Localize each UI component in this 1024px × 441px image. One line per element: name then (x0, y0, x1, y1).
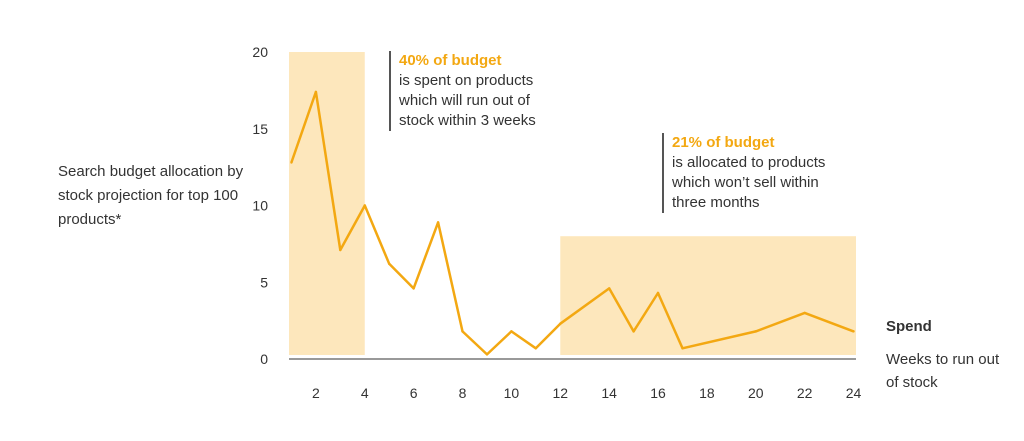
data-point (461, 330, 464, 333)
spend-series (290, 90, 855, 356)
data-point (534, 347, 538, 350)
data-point (485, 353, 489, 356)
data-point (314, 90, 318, 94)
data-point (803, 311, 806, 315)
x-tick-label: 20 (748, 385, 764, 401)
y-tick-label: 20 (252, 44, 268, 60)
annotation-long-term-text: is allocated to products which won’t sel… (672, 154, 826, 211)
highlight-regions (289, 52, 856, 355)
x-tick-label: 10 (504, 385, 520, 401)
y-tick-label: 0 (260, 351, 268, 367)
y-axis-ticks: 0 5 10 15 20 (252, 44, 268, 367)
x-tick-label: 22 (797, 385, 813, 401)
data-point (632, 330, 635, 333)
x-axis-label: Weeks to run out of stock (886, 351, 1000, 391)
x-tick-label: 16 (650, 385, 666, 401)
x-axis-ticks: 2 4 6 8 10 12 14 16 18 20 22 24 (312, 385, 862, 401)
x-tick-label: 6 (410, 385, 418, 401)
data-point (656, 291, 660, 295)
highlight-region-1 (289, 52, 365, 355)
data-point (339, 248, 342, 252)
data-point (559, 322, 562, 325)
annotation-long-term-highlight: 21% of budget (672, 134, 775, 151)
annotation-short-term-highlight: 40% of budget (399, 52, 502, 69)
data-point (290, 161, 293, 164)
annotation-short-term-text: is spent on products which will run out … (399, 72, 536, 129)
annotation-long-term: 21% of budget is allocated to products w… (662, 133, 825, 213)
y-tick-label: 15 (252, 121, 268, 137)
x-tick-label: 24 (846, 385, 862, 401)
data-point (754, 330, 757, 333)
data-point (436, 221, 440, 224)
data-point (388, 262, 391, 266)
y-tick-label: 5 (260, 274, 268, 290)
data-point (681, 347, 684, 350)
x-tick-label: 8 (459, 385, 467, 401)
x-tick-label: 2 (312, 385, 320, 401)
x-tick-label: 14 (601, 385, 617, 401)
x-tick-label: 12 (552, 385, 568, 401)
series-label: Spend (886, 318, 932, 335)
y-axis-label: Search budget allocation by stock projec… (58, 163, 244, 228)
data-point (852, 330, 855, 333)
x-tick-label: 18 (699, 385, 715, 401)
x-tick-label: 4 (361, 385, 369, 401)
y-tick-label: 10 (252, 198, 268, 214)
data-point (510, 330, 513, 333)
data-point (363, 204, 366, 207)
highlight-region-2 (560, 236, 856, 355)
data-point (412, 287, 415, 290)
data-point (607, 287, 611, 290)
annotation-short-term: 40% of budget is spent on products which… (389, 51, 536, 131)
